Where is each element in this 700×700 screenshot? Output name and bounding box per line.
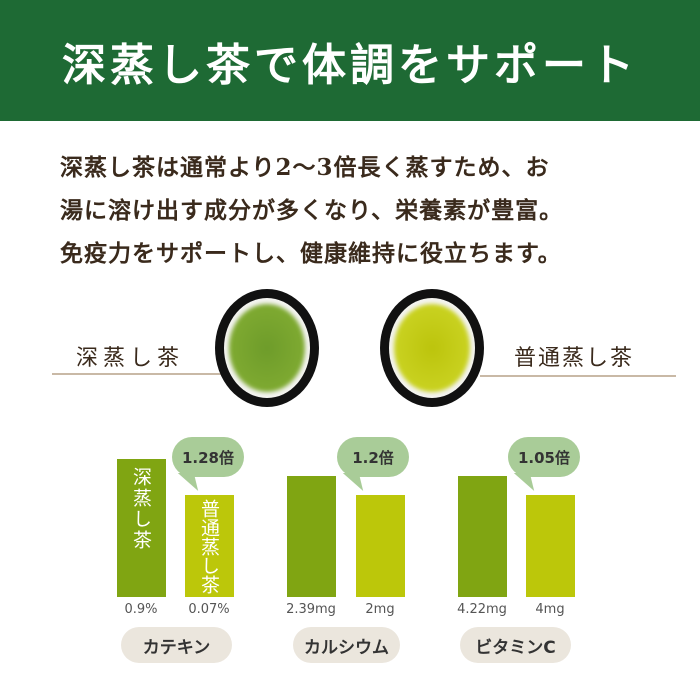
deep-tea-label: 深蒸し茶 xyxy=(76,346,185,371)
divider-left xyxy=(52,373,222,375)
bar-series-label: 深蒸し茶 xyxy=(130,467,152,551)
category-label: ビタミンC xyxy=(460,627,571,663)
deep-tea-cup-image xyxy=(215,289,319,407)
header-banner: 深蒸し茶で体調をサポート xyxy=(0,0,700,121)
ratio-bubble: 1.05倍 xyxy=(508,437,580,477)
bar-vitaminc-deep xyxy=(458,476,507,597)
divider-right xyxy=(480,375,676,377)
value-label: 4mg xyxy=(535,602,565,617)
normal-tea-cup-image xyxy=(380,289,484,407)
category-label: カルシウム xyxy=(293,627,400,663)
description: 深蒸し茶は通常より2〜3倍長く蒸すため、お 湯に溶け出す成分が多くなり、栄養素が… xyxy=(60,146,660,275)
ratio-bubble: 1.28倍 xyxy=(172,437,244,477)
description-line: 湯に溶け出す成分が多くなり、栄養素が豊富。 xyxy=(60,197,564,224)
bar-catechin-normal: 普通蒸し茶 xyxy=(185,495,234,597)
bar-calcium-normal xyxy=(356,495,405,597)
category-label: カテキン xyxy=(121,627,232,663)
bar-calcium-deep xyxy=(287,476,336,597)
value-label: 4.22mg xyxy=(457,602,507,617)
description-line: 免疫力をサポートし、健康維持に役立ちます。 xyxy=(60,240,562,267)
bar-catechin-deep: 深蒸し茶 xyxy=(117,459,166,597)
bar-vitaminc-normal xyxy=(526,495,575,597)
value-label: 0.9% xyxy=(124,602,158,617)
value-label: 0.07% xyxy=(188,602,230,617)
normal-tea-label: 普通蒸し茶 xyxy=(514,346,635,371)
value-label: 2.39mg xyxy=(286,602,336,617)
ratio-bubble: 1.2倍 xyxy=(337,437,409,477)
value-label: 2mg xyxy=(365,602,395,617)
page-title: 深蒸し茶で体調をサポート xyxy=(62,39,638,91)
description-line: 深蒸し茶は通常より2〜3倍長く蒸すため、お xyxy=(60,154,550,181)
bar-series-label: 普通蒸し茶 xyxy=(198,499,220,594)
